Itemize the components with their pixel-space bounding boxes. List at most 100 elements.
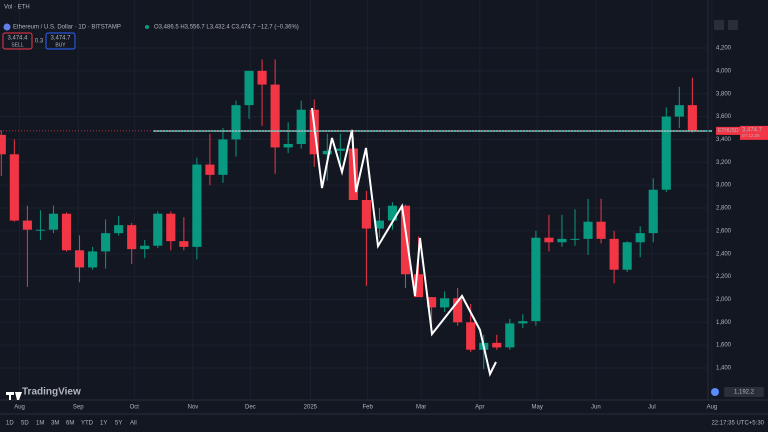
y-tick-label: 2,400 [716,251,732,257]
x-tick-label: Jun [591,405,601,411]
candle-body [557,238,567,243]
candle-body [140,245,150,250]
x-tick-label: May [532,405,543,411]
timeframe-button[interactable]: 1M [36,421,44,427]
candle-body [127,225,137,250]
badge [724,387,764,397]
spread: 0.3 [35,39,44,45]
candle-body [9,154,19,221]
candle-body [166,213,176,242]
symbol-icon [3,23,11,31]
candle-body [674,105,684,117]
x-tick-label: Jul [648,405,656,411]
candle-body [453,298,463,323]
candle-body [74,250,85,268]
y-tick-label: 3,200 [716,160,732,166]
timeframe-button[interactable]: All [130,421,137,427]
y-tick-label: 2,600 [716,228,732,234]
timeframe-button[interactable]: 1D [6,421,14,427]
x-tick-label: Mar [416,405,426,411]
candle-body [61,213,72,251]
candle-body [622,242,632,270]
badge-icon [711,388,719,396]
buy-label: BUY [55,42,66,48]
sell-button[interactable] [2,32,33,50]
candle-body [492,342,502,348]
candle-body [374,220,384,229]
candle-body [609,238,619,270]
timeframes: 1D 5D 1M 3M 6M YTD 1Y 5Y All [6,421,137,427]
buy-button[interactable] [45,32,76,50]
x-tick-label: Feb [363,405,374,411]
x-tick-label: 2025 [304,405,318,411]
candle-body [335,148,345,151]
candle-body [296,109,306,144]
symbol-label: ETHUSD [718,128,739,134]
candle-body [244,70,254,106]
candle-body [114,225,124,234]
y-tick-label: 2,200 [716,274,732,280]
sell-price: 3,474.4 [7,36,28,42]
candle-body [544,237,554,243]
x-tick-label: Aug [14,405,25,411]
brand: TradingView [22,387,81,398]
sell-label: SELL [11,42,23,48]
y-tick-label: 3,800 [716,91,732,97]
ohlc: O3,486.5 H3,556.7 L3,432.4 C3,474.7 −12.… [154,25,299,31]
candle-body [531,237,541,322]
indicator: Vol · ETH [4,5,30,11]
y-tick-label: 2,800 [716,206,732,212]
candle-body [218,139,228,175]
candle-body [596,221,606,239]
candle-body [257,70,267,85]
x-tick-label: Dec [245,405,256,411]
countdown: 07:12:25 [742,133,760,138]
candle-body [687,105,697,132]
candle-body [270,84,280,148]
candle-body [153,213,163,246]
last-price-label: 3,474.7 [742,127,763,133]
candle-body [400,205,411,275]
y-tick-label: 1,400 [716,366,732,372]
y-tick-label: 4,200 [716,46,732,52]
candle-body [322,150,332,155]
symbol-tag [716,126,740,135]
timeframe-button[interactable]: YTD [81,421,94,427]
timeframe-button[interactable]: 5D [21,421,29,427]
candle-body [205,164,215,175]
toolbar-button[interactable] [714,20,724,30]
candle-body [518,321,528,324]
toolbar-button[interactable] [728,20,738,30]
candle-body [22,220,32,230]
y-tick-label: 3,000 [716,183,732,189]
timeframe-button[interactable]: 3M [51,421,59,427]
buy-price: 3,474.7 [50,36,71,42]
timeframe-button[interactable]: 5Y [115,421,122,427]
candle-body [440,298,450,308]
brand-logo [6,392,22,400]
timeframe-button[interactable]: 1Y [100,421,107,427]
candle-body [348,148,358,200]
candle-body [387,205,398,221]
chart-title: Ethereum / U.S. Dollar · 1D · BITSTAMP [13,25,121,31]
x-tick-label: Nov [188,405,199,411]
candle-body [283,144,293,148]
y-tick-label: 1,600 [716,343,732,349]
candle-body [661,116,671,190]
candle-body [427,297,437,308]
y-tick-label: 3,400 [716,137,732,143]
market-status [145,25,149,29]
timeframe-button[interactable]: 6M [66,421,74,427]
y-tick-label: 2,000 [716,297,732,303]
candle-body [570,238,580,240]
badge-value: 1,192.2 [734,390,755,396]
x-tick-label: Apr [475,405,484,411]
x-tick-label: Oct [130,405,140,411]
candle-body [505,323,515,348]
candle-body [179,241,189,247]
drawn-zigzag [311,107,497,377]
x-tick-label: Aug [707,405,718,411]
clock: 22:17:35 UTC+5:30 [711,421,764,427]
